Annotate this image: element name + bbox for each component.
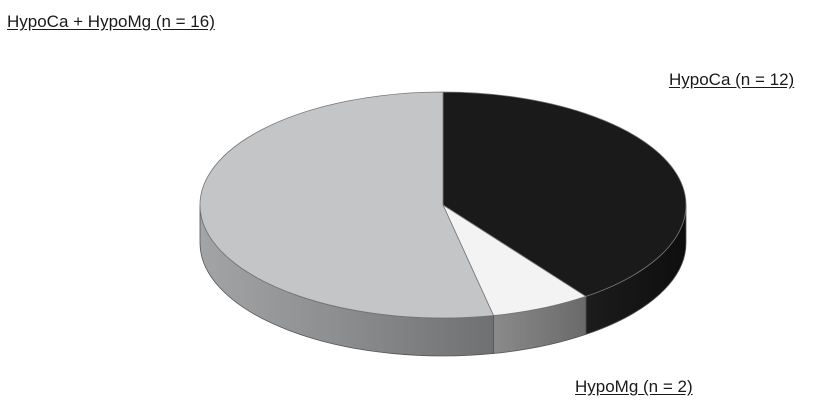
slice-label-hypoca: HypoCa (n = 12): [669, 70, 795, 89]
pie-tops: [199, 91, 687, 319]
slice-label-hypomg: HypoMg (n = 2): [575, 377, 693, 396]
slice-hypoca-hypomg: [199, 91, 495, 319]
slice-hypoca: [442, 91, 687, 297]
slice-label-hypoca-hypomg: HypoCa + HypoMg (n = 16): [7, 12, 215, 31]
